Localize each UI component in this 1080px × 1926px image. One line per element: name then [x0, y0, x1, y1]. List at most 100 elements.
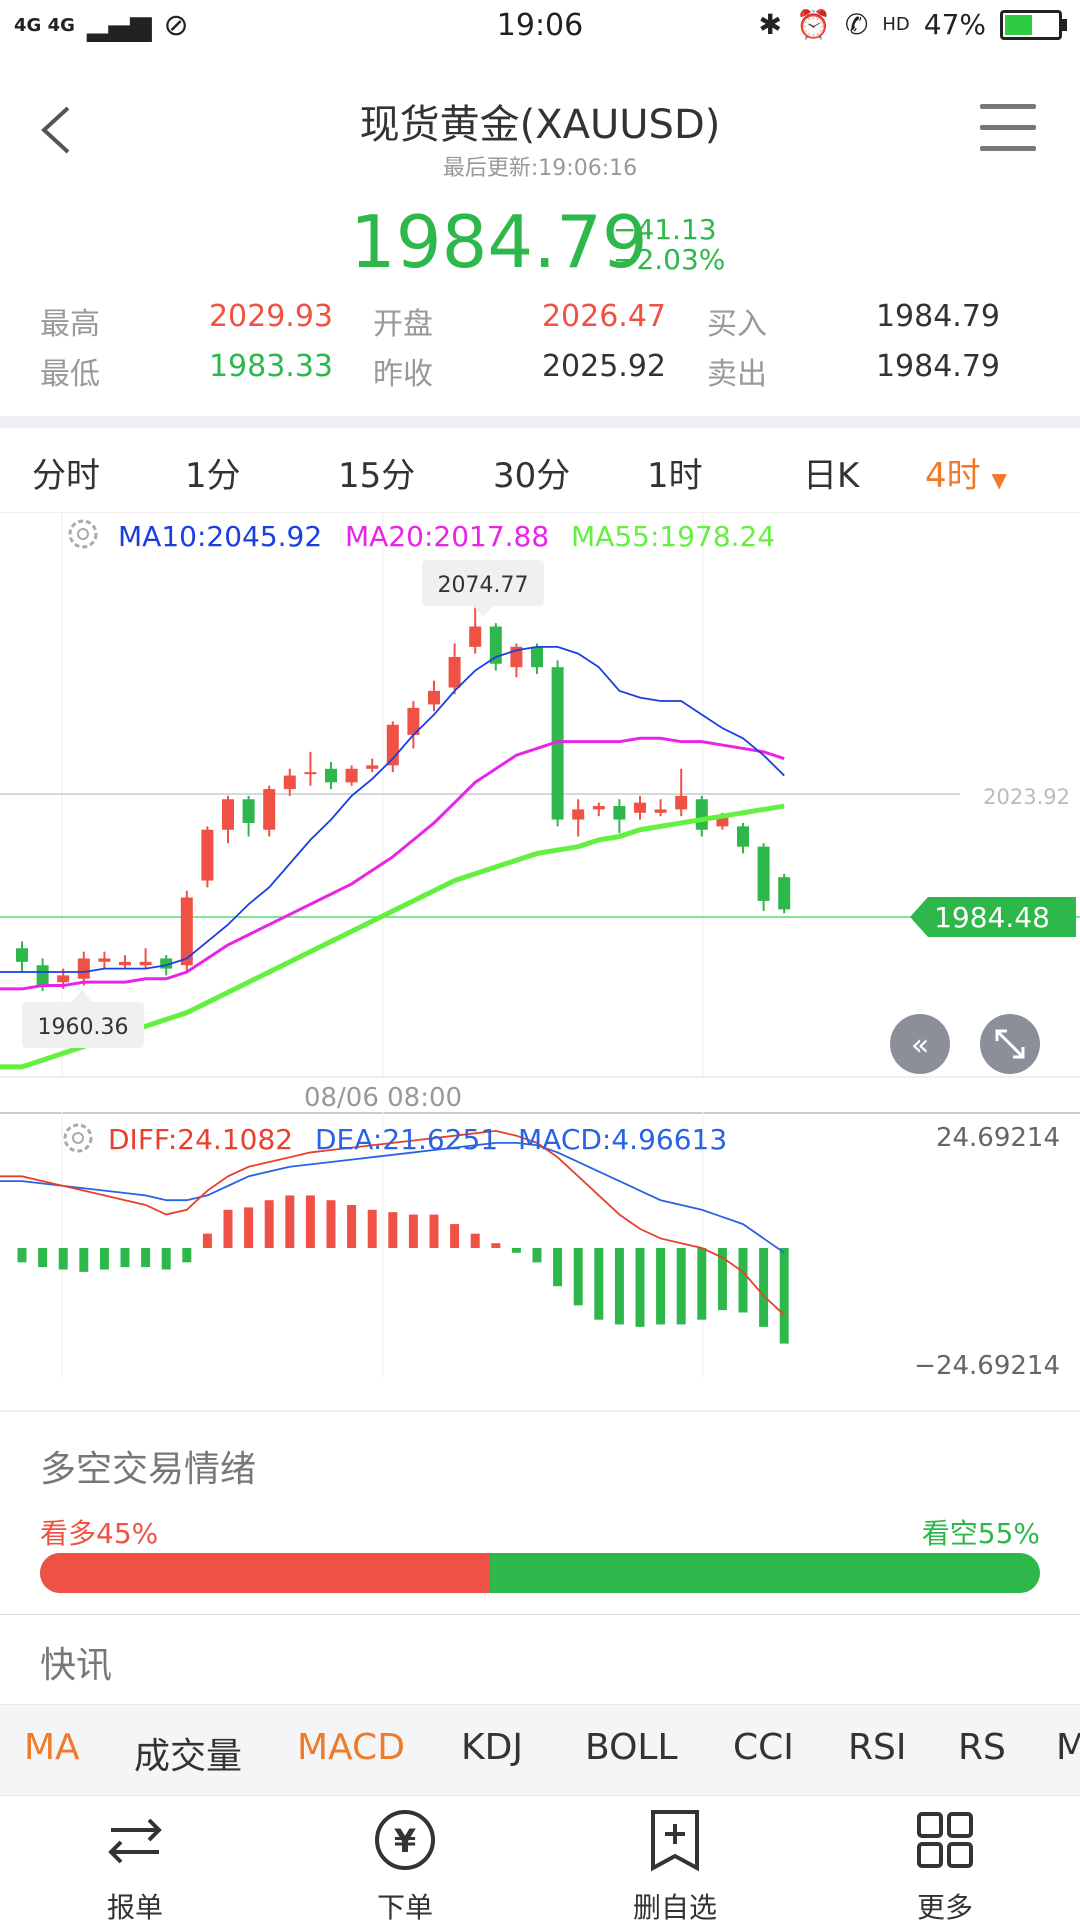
prev-close-value: 2025.92	[541, 349, 666, 384]
macd-bar	[244, 1207, 254, 1248]
ma55-label: MA55:1978.24	[571, 520, 775, 553]
candle-body	[242, 799, 255, 823]
back-icon[interactable]	[30, 100, 90, 160]
expand-icon	[995, 1029, 1025, 1059]
news-title[interactable]: 快讯	[40, 1645, 113, 1686]
candle-body	[201, 829, 214, 881]
nav-more-label: 更多	[916, 1891, 973, 1924]
candlestick-chart[interactable]: MA10:2045.92 MA20:2017.88 MA55:1978.24 2…	[0, 512, 1080, 1112]
macd-settings-icon[interactable]	[63, 1123, 93, 1153]
ma10-line	[0, 645, 785, 973]
indicator-more[interactable]: M	[1056, 1727, 1080, 1768]
macd-label: MACD:4.96613	[518, 1123, 727, 1156]
macd-bar	[553, 1248, 563, 1287]
dea-line	[0, 1141, 785, 1254]
macd-bar	[759, 1248, 769, 1327]
bluetooth-icon: ✱	[758, 8, 783, 41]
svg-text:¥: ¥	[394, 1822, 416, 1860]
tab-15min[interactable]: 15分	[338, 456, 416, 496]
nav-more[interactable]: 更多	[875, 1808, 1015, 1926]
tab-daily[interactable]: 日K	[803, 456, 860, 496]
candle-body	[531, 646, 543, 668]
menu-icon[interactable]	[980, 104, 1036, 154]
candle-body	[139, 961, 152, 966]
nav-order[interactable]: ¥ 下单	[335, 1808, 475, 1926]
macd-bar	[511, 1248, 521, 1253]
tab-1min[interactable]: 1分	[185, 456, 241, 496]
ask-value: 1984.79	[875, 349, 1000, 384]
candle-body	[716, 816, 729, 827]
status-bar: 4G 4G ▂▄▆ ⊘ 19:06 ✱ ⏰ ✆ HD 47%	[0, 0, 1080, 52]
macd-bar	[347, 1204, 357, 1248]
candle-body	[592, 806, 605, 810]
macd-bar	[388, 1212, 398, 1248]
tab-timeshare[interactable]: 分时	[32, 456, 100, 496]
indicator-bar: MA 成交量 MACD KDJ BOLL CCI RSI RS M	[0, 1704, 1080, 1796]
candle-body	[263, 789, 276, 830]
fullscreen-button[interactable]	[980, 1014, 1040, 1074]
candle-body	[180, 897, 193, 966]
tab-1hour[interactable]: 1时	[647, 456, 703, 496]
swap-icon	[108, 1818, 162, 1864]
macd-bar	[367, 1209, 377, 1248]
indicator-ma[interactable]: MA	[24, 1727, 80, 1768]
candle-body	[757, 846, 770, 901]
macd-bar	[697, 1248, 707, 1320]
macd-bar	[161, 1248, 171, 1270]
candle-body	[407, 707, 420, 735]
prev-close-label: 昨收	[373, 357, 433, 392]
tab-4hour[interactable]: 4时 ▼	[925, 448, 1007, 497]
indicator-macd[interactable]: MACD	[297, 1727, 405, 1768]
candle-body	[366, 765, 379, 769]
macd-bar	[408, 1214, 418, 1248]
macd-bar	[779, 1248, 789, 1344]
indicator-rsi[interactable]: RSI	[848, 1727, 907, 1768]
indicator-volume[interactable]: 成交量	[134, 1736, 243, 1777]
tab-30min[interactable]: 30分	[493, 456, 571, 496]
candle-body	[613, 806, 626, 820]
macd-bar	[429, 1214, 439, 1248]
macd-bar	[573, 1248, 583, 1306]
status-time: 19:06	[496, 8, 584, 43]
high-tooltip: 2074.77	[422, 560, 544, 616]
macd-bar	[656, 1248, 666, 1325]
indicator-boll[interactable]: BOLL	[585, 1727, 678, 1768]
indicator-cci[interactable]: CCI	[733, 1727, 794, 1768]
ma20-label: MA20:2017.88	[345, 520, 549, 553]
rewind-icon: «	[911, 1028, 929, 1063]
sentiment-title: 多空交易情绪	[40, 1449, 257, 1490]
bullish-label: 看多45%	[40, 1517, 159, 1550]
alarm-icon: ⏰	[796, 8, 831, 41]
signal-indicator: 4G 4G	[14, 15, 75, 36]
rewind-button[interactable]: «	[890, 1014, 950, 1074]
nav-report[interactable]: 报单	[65, 1808, 205, 1926]
macd-bar	[223, 1209, 233, 1248]
macd-bar	[305, 1195, 315, 1248]
candle-body	[160, 958, 173, 969]
candle-body	[469, 626, 482, 647]
high-tooltip-value: 2074.77	[438, 573, 529, 598]
nav-watchlist-label: 删自选	[632, 1891, 717, 1924]
nav-watchlist[interactable]: 删自选	[605, 1808, 745, 1926]
dnd-icon: ⊘	[163, 8, 189, 43]
indicator-rs[interactable]: RS	[958, 1727, 1006, 1768]
candle-body	[675, 795, 688, 810]
macd-bar	[326, 1200, 336, 1248]
macd-bar	[285, 1195, 295, 1248]
candle-body	[36, 965, 49, 986]
candle-body	[98, 958, 111, 962]
candle-body	[737, 826, 749, 847]
diff-label: DIFF:24.1082	[108, 1123, 293, 1156]
low-tooltip-value: 1960.36	[38, 1015, 129, 1040]
candle-body	[448, 657, 461, 688]
change-value: −41.13	[613, 213, 717, 246]
macd-bar	[594, 1248, 604, 1320]
signal-bars-icon: ▂▄▆	[86, 9, 152, 42]
macd-chart[interactable]: DIFF:24.1082 DEA:21.6251 MACD:4.96613 24…	[0, 1112, 1080, 1412]
low-label: 最低	[40, 357, 100, 392]
settings-icon[interactable]	[68, 519, 98, 549]
indicator-kdj[interactable]: KDJ	[461, 1727, 523, 1768]
candle-body	[304, 772, 317, 775]
candle-body	[57, 975, 70, 983]
section-divider	[0, 416, 1080, 428]
